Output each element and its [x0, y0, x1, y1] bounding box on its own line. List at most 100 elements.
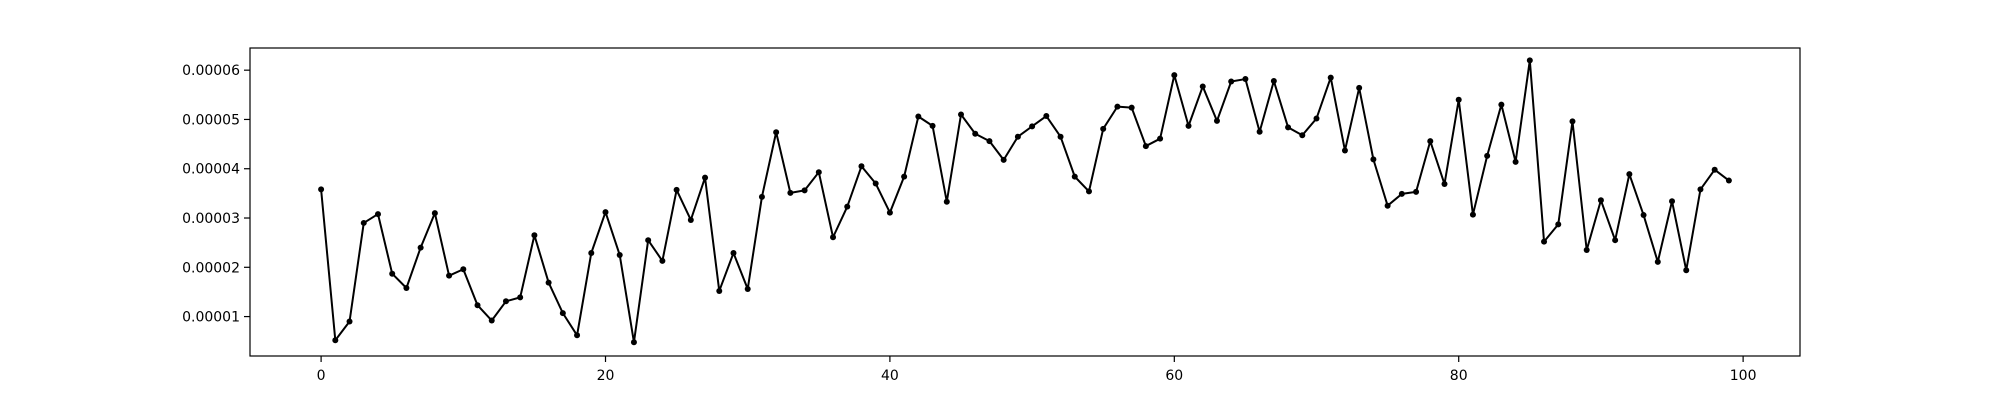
data-point	[758, 193, 765, 200]
data-point	[872, 180, 879, 187]
data-point	[1171, 72, 1178, 79]
data-point	[1213, 117, 1220, 124]
data-point	[1014, 133, 1021, 140]
data-point	[858, 163, 865, 170]
data-point	[1626, 171, 1633, 178]
data-point	[1142, 143, 1149, 150]
axes-frame	[249, 47, 1801, 357]
axes-layer: 0 20 40 60 80 100 0.00001 0.00002 0.00003 0.00004…	[182, 47, 1801, 384]
data-point	[1725, 177, 1732, 184]
data-point	[1043, 113, 1050, 120]
data-point	[1071, 173, 1078, 180]
data-point	[1327, 74, 1334, 81]
data-point	[1128, 104, 1135, 111]
x-tick-label: 0	[317, 368, 326, 384]
data-point	[1526, 57, 1533, 64]
x-tick-label: 40	[881, 368, 899, 384]
data-point	[673, 186, 680, 193]
data-point	[474, 302, 481, 309]
data-point	[431, 210, 438, 217]
data-point	[844, 203, 851, 210]
data-point	[830, 234, 837, 241]
x-tick-label: 20	[597, 368, 615, 384]
data-point	[886, 209, 893, 216]
data-point	[773, 129, 780, 136]
data-point	[1242, 76, 1249, 83]
data-point	[502, 298, 509, 305]
data-point	[986, 138, 993, 145]
data-point	[559, 310, 566, 317]
data-point	[488, 317, 495, 324]
data-point	[1669, 198, 1676, 205]
data-point	[1114, 103, 1121, 110]
y-tick-label: 0.00003	[182, 211, 240, 227]
data-point	[1356, 84, 1363, 91]
data-point	[645, 237, 652, 244]
data-point	[630, 339, 637, 346]
x-tick-label: 100	[1730, 368, 1757, 384]
data-point	[602, 209, 609, 216]
data-point	[1555, 221, 1562, 228]
data-point	[1654, 258, 1661, 265]
data-point	[1683, 267, 1690, 274]
data-point	[702, 174, 709, 181]
plot-layer	[318, 57, 1732, 346]
data-point	[1498, 101, 1505, 108]
data-point	[403, 284, 410, 291]
data-point	[787, 189, 794, 196]
data-point	[958, 111, 965, 118]
data-point	[1469, 211, 1476, 218]
series-line	[320, 59, 1730, 344]
data-point	[1413, 188, 1420, 195]
data-point	[1569, 118, 1576, 125]
data-point	[1711, 166, 1718, 173]
y-tick-label: 0.00002	[182, 260, 240, 276]
data-point	[1541, 238, 1548, 245]
data-point	[687, 216, 694, 223]
data-point	[1640, 212, 1647, 219]
data-point	[1612, 237, 1619, 244]
data-point	[1185, 122, 1192, 129]
data-point	[574, 332, 581, 339]
data-point	[1313, 115, 1320, 122]
data-point	[545, 279, 552, 286]
data-point	[744, 285, 751, 292]
y-tick-label: 0.00001	[182, 310, 240, 326]
data-point	[1398, 190, 1405, 197]
data-point	[446, 272, 453, 279]
data-point	[972, 130, 979, 137]
x-tick-label: 60	[1165, 368, 1183, 384]
data-point	[1441, 181, 1448, 188]
x-tick-label: 80	[1450, 368, 1468, 384]
data-point	[1000, 156, 1007, 163]
data-point	[360, 219, 367, 226]
data-point	[1512, 158, 1519, 165]
data-point	[659, 257, 666, 264]
data-point	[1029, 123, 1036, 130]
y-tick-label: 0.00005	[182, 112, 240, 128]
data-point	[1228, 78, 1235, 85]
data-point	[943, 198, 950, 205]
data-point	[1583, 247, 1590, 254]
data-point	[1370, 156, 1377, 163]
data-point	[1100, 125, 1107, 132]
data-point	[318, 186, 325, 193]
data-point	[1270, 78, 1277, 85]
data-point	[531, 232, 538, 239]
data-point	[815, 169, 822, 176]
data-point	[332, 337, 339, 344]
data-point	[1057, 133, 1064, 140]
data-point	[1199, 83, 1206, 90]
data-point	[1597, 197, 1604, 204]
y-tick-label: 0.00006	[182, 63, 240, 79]
data-point	[1697, 186, 1704, 193]
data-point	[389, 270, 396, 277]
data-point	[1427, 138, 1434, 145]
data-point	[915, 113, 922, 120]
data-point	[1157, 135, 1164, 142]
data-point	[1085, 188, 1092, 195]
data-point	[1341, 147, 1348, 154]
y-tick-label: 0.00004	[182, 162, 240, 178]
